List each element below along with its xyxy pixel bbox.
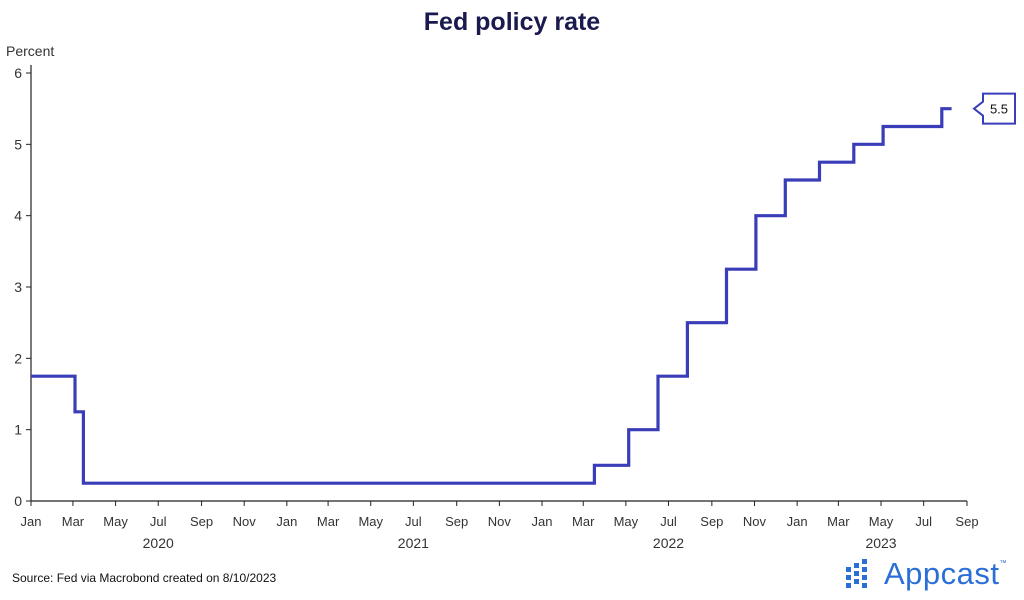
y-tick-label: 4: [14, 208, 22, 224]
y-axis-label: Percent: [6, 43, 54, 59]
year-label: 2023: [865, 535, 896, 551]
x-tick-label: May: [614, 514, 639, 529]
x-tick-label: Jul: [660, 514, 677, 529]
x-tick-label: Sep: [445, 514, 468, 529]
x-tick-label: Mar: [62, 514, 85, 529]
x-tick-label: Mar: [827, 514, 850, 529]
year-labels: 2020 2021 2022 2023: [143, 535, 897, 551]
y-tick-label: 1: [14, 422, 22, 438]
axes: [30, 65, 967, 502]
logo-grid-icon: [846, 559, 867, 588]
year-label: 2020: [143, 535, 174, 551]
end-value-callout: 5.5: [972, 92, 1016, 125]
callout-box: [972, 92, 1016, 125]
y-tick-label: 2: [14, 350, 22, 366]
callout-value: 5.5: [990, 102, 1008, 117]
y-tick-label: 0: [14, 493, 22, 509]
y-tick-label: 5: [14, 136, 22, 152]
x-tick-label: Sep: [955, 514, 978, 529]
x-tick-label: Nov: [743, 514, 767, 529]
x-tick-label: Sep: [190, 514, 213, 529]
x-tick-label: May: [103, 514, 128, 529]
x-tick-label: Jan: [276, 514, 297, 529]
x-tick-label: Sep: [700, 514, 723, 529]
series-line: [31, 107, 952, 485]
fed-rate-chart: Percent 0 1 2 3 4 5 6 Jan Mar May Jul Sep Nov Jan Mar…: [6, 43, 1016, 551]
x-tick-label: Jul: [915, 514, 932, 529]
year-label: 2022: [653, 535, 684, 551]
series-layer: [31, 107, 952, 485]
logo-trademark: ™: [999, 560, 1007, 567]
x-tick-label: Jan: [21, 514, 42, 529]
x-tick-label: Jul: [405, 514, 422, 529]
x-tick-label: Jul: [150, 514, 167, 529]
x-tick-label: May: [358, 514, 383, 529]
x-tick-label: Nov: [488, 514, 512, 529]
x-tick-label: Mar: [572, 514, 595, 529]
logo-wordmark: Appcast: [884, 556, 1000, 591]
x-ticks: Jan Mar May Jul Sep Nov Jan Mar May Jul Sep Nov Jan M…: [21, 501, 979, 529]
x-tick-label: May: [869, 514, 894, 529]
y-tick-label: 3: [14, 279, 22, 295]
source-note: Source: Fed via Macrobond created on 8/1…: [12, 571, 277, 585]
y-ticks: 0 1 2 3 4 5 6: [14, 65, 31, 509]
x-tick-label: Nov: [233, 514, 257, 529]
chart-title: Fed policy rate: [423, 8, 601, 36]
x-tick-label: Jan: [787, 514, 808, 529]
appcast-logo: Appcast ™: [846, 556, 1007, 592]
x-tick-label: Mar: [317, 514, 340, 529]
y-tick-label: 6: [14, 65, 22, 81]
year-label: 2021: [398, 535, 429, 551]
x-tick-label: Jan: [532, 514, 553, 529]
